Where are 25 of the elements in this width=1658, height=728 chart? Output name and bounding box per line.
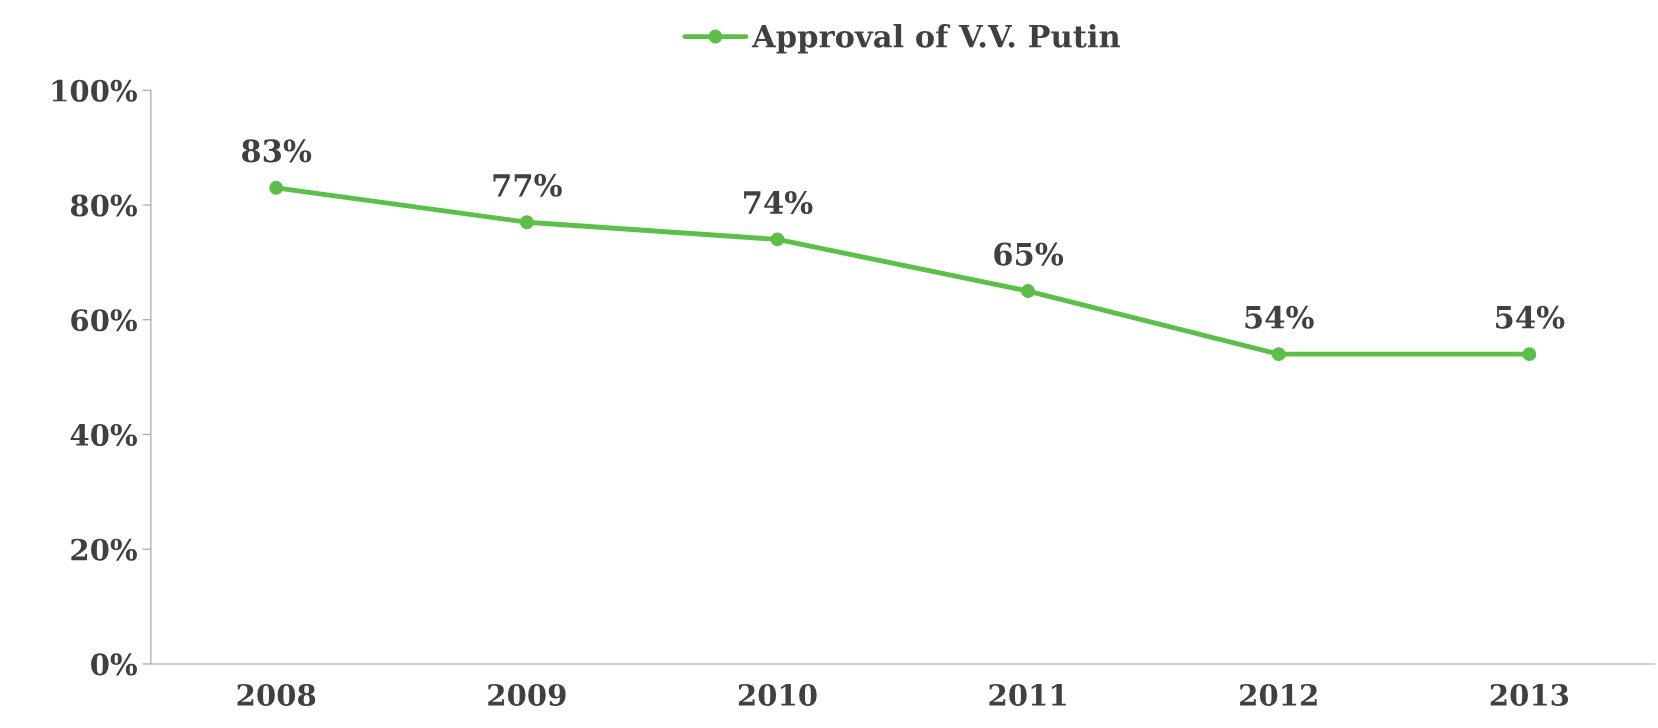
point: [1522, 347, 1537, 362]
x-tick-label: 2009: [488, 683, 566, 706]
y-tick-label: 20%: [71, 538, 137, 561]
legend-label: Approval of V.V. Putin: [751, 24, 1121, 54]
y-tick-label: 100%: [52, 79, 137, 102]
point: [1271, 347, 1286, 362]
point: [770, 232, 785, 247]
data-label: 77%: [493, 173, 562, 197]
data-label: 74%: [744, 190, 813, 215]
data-label: 65%: [994, 242, 1064, 266]
data-label: 83%: [242, 139, 312, 163]
y-tick-label: 0%: [91, 653, 137, 676]
x-tick-label: 2013: [1490, 683, 1569, 706]
point: [1021, 284, 1036, 298]
data-label: 54%: [1245, 305, 1314, 329]
x-tick-label: 2012: [1240, 683, 1317, 706]
x-tick-label: 2008: [237, 683, 316, 706]
x-tick-label: 2011: [989, 683, 1066, 706]
y-tick-label: 40%: [70, 423, 137, 446]
x-tick-label: 2010: [738, 683, 817, 706]
y-tick-label: 60%: [71, 309, 137, 332]
y-tick-label: 80%: [70, 194, 137, 217]
point: [519, 215, 534, 230]
data-label: 54%: [1496, 305, 1565, 329]
point: [269, 180, 284, 195]
